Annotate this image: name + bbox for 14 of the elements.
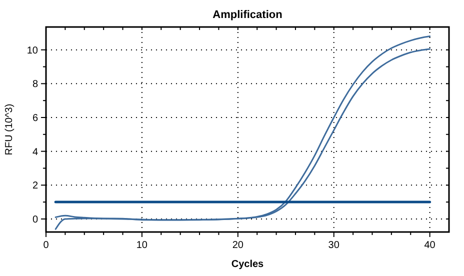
y-tick-label: 6 bbox=[32, 112, 38, 124]
x-axis-title: Cycles bbox=[231, 259, 264, 270]
y-tick-label: 8 bbox=[32, 79, 38, 90]
x-tick-label: 40 bbox=[424, 240, 436, 251]
x-tick-label: 10 bbox=[136, 240, 148, 251]
y-axis-title: RFU (10^3) bbox=[4, 104, 15, 156]
y-tick-label: 10 bbox=[26, 45, 38, 56]
y-tick-label: 4 bbox=[32, 146, 38, 158]
y-tick-label: 2 bbox=[32, 180, 38, 192]
x-tick-label: 20 bbox=[232, 240, 244, 251]
chart-title: Amplification bbox=[212, 9, 283, 21]
x-tick-label: 30 bbox=[328, 240, 340, 251]
x-tick-label: 0 bbox=[43, 240, 50, 251]
y-tick-label: 0 bbox=[32, 214, 38, 226]
